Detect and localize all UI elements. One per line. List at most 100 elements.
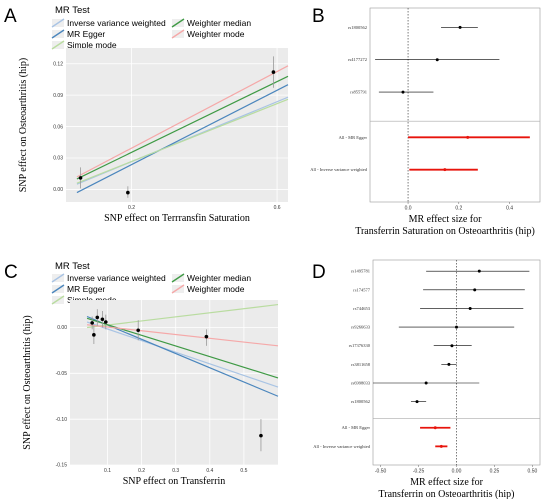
data-point: [136, 328, 140, 333]
row-label: rs1495781: [351, 269, 370, 274]
regression-line: [76, 84, 289, 194]
legend-item-mr-egger: MR Egger: [51, 284, 105, 294]
x-tick-label: 0.50: [528, 469, 538, 475]
snp-estimate: [447, 362, 451, 366]
snp-estimate: [468, 306, 472, 310]
x-tick-label: 0.1: [104, 468, 111, 474]
summary-estimate: [443, 168, 447, 172]
snp-estimate: [450, 344, 454, 348]
scatter-plot-a: 0.00 0.03 0.06 0.09 0.12 0.2 0.6 SNP effect on …: [18, 48, 289, 224]
x-tick-label: -0.25: [413, 469, 425, 475]
x-tick-label: 0.6: [274, 205, 281, 211]
y-tick-label: 0.09: [53, 93, 63, 99]
legend-item-weighted-mode: Weighter mode: [171, 29, 245, 39]
panel-letter-d: D: [312, 262, 326, 283]
x-tick-label: 0.00: [452, 469, 462, 475]
legend-label: Simple mode: [67, 40, 117, 50]
plot-background: [70, 300, 278, 465]
y-tick-label: -0.05: [56, 371, 68, 377]
y-tick-label: 0.00: [53, 187, 63, 193]
legend-c: MR Test Inverse variance weighted MR Egg…: [51, 261, 251, 305]
x-axis-title: SNP effect on Transferrin: [123, 476, 226, 487]
data-point: [78, 176, 83, 180]
x-axis-title: SNP effect on Terrransfin Saturation: [104, 213, 250, 224]
plot-frame: [369, 7, 541, 203]
regression-line: [76, 65, 289, 178]
legend-label: MR Egger: [67, 29, 105, 39]
panel-letter-c: C: [4, 262, 18, 283]
y-tick-label: 0.03: [53, 156, 63, 162]
panel-letter-b: B: [312, 6, 325, 27]
legend-title: MR Test: [55, 261, 90, 272]
legend-item-ivw: Inverse variance weighted: [51, 273, 166, 283]
regression-line: [86, 321, 279, 388]
row-label: rs4177272: [348, 57, 367, 62]
legend-title: MR Test: [55, 5, 90, 16]
legend-item-ivw: Inverse variance weighted: [51, 18, 166, 28]
legend-label: Weighter mode: [187, 284, 245, 294]
row-label: All - Inverse variance weighted: [313, 444, 370, 449]
x-tick-label: 0.5: [240, 468, 247, 474]
x-axis-title: Transferrin on Osteoarthritis (hip): [379, 489, 515, 499]
legend-label: Inverse variance weighted: [67, 273, 166, 283]
data-point: [204, 334, 209, 339]
x-tick-label: 0.0: [405, 206, 412, 212]
y-tick-label: 0.00: [57, 325, 67, 331]
row-label: rs17376330: [349, 343, 371, 348]
row-label: All - MR Egger: [342, 425, 371, 430]
x-tick-label: -0.50: [375, 469, 387, 475]
x-axis-title: MR effect size for: [410, 477, 484, 488]
legend-a: MR Test Inverse variance weighted MR Egg…: [51, 5, 251, 50]
panel-letter-a: A: [4, 6, 17, 27]
regression-line: [76, 75, 289, 180]
data-point: [100, 317, 105, 322]
legend-label: Inverse variance weighted: [67, 18, 166, 28]
row-label: rs1800562: [348, 25, 367, 30]
summary-estimate: [466, 135, 470, 139]
data-point: [90, 321, 94, 325]
y-axis-title: SNP effect on Osteoarthritis (hip): [22, 315, 33, 449]
data-point: [126, 190, 130, 195]
regression-line: [86, 315, 279, 397]
legend-item-weighted-mode: Weighter mode: [171, 284, 245, 294]
plot-background: [66, 48, 288, 202]
regression-line: [76, 98, 289, 184]
x-tick-label: 0.2: [455, 206, 462, 212]
row-label: rs855791: [350, 90, 367, 95]
snp-estimate: [473, 288, 477, 292]
regression-line: [86, 324, 279, 347]
snp-estimate: [401, 90, 405, 94]
regression-line: [86, 303, 279, 329]
legend-label: MR Egger: [67, 284, 105, 294]
legend-item-weighted-median: Weighter median: [171, 273, 251, 283]
data-point: [104, 320, 108, 324]
summary-estimate: [433, 426, 437, 430]
snp-estimate: [455, 325, 458, 329]
forest-plot-d: rs1495781 rs174577 rs744653 rs9266633 rs1737…: [313, 259, 541, 499]
row-label: rs9266633: [351, 325, 371, 330]
legend-item-weighted-median: Weighter median: [171, 18, 251, 28]
summary-estimate: [439, 444, 443, 448]
legend-item-mr-egger: MR Egger: [51, 29, 105, 39]
row-label: rs6998033: [351, 381, 371, 386]
x-axis-title: MR effect size for: [409, 214, 483, 225]
x-tick-label: 0.2: [138, 468, 145, 474]
legend-label: Weighter mode: [187, 29, 245, 39]
snp-estimate: [435, 58, 439, 62]
snp-estimate: [458, 25, 462, 29]
row-label: rs1800562: [351, 399, 370, 404]
y-tick-label: -0.15: [56, 463, 68, 469]
data-point: [92, 333, 96, 337]
y-tick-label: -0.10: [56, 417, 68, 423]
forest-plot-b: rs1800562 rs4177272 rs855791 All - MR Egger…: [310, 7, 541, 237]
x-tick-label: 0.4: [506, 206, 513, 212]
data-point: [259, 433, 263, 438]
legend-label: Weighter median: [187, 273, 251, 283]
snp-estimate: [477, 269, 481, 273]
snp-estimate: [415, 400, 419, 404]
scatter-plot-c: 0.00 -0.05 -0.10 -0.15 0.1 0.2 0.3 0.4 0.5 SNP ef…: [22, 300, 279, 487]
x-tick-label: 0.3: [172, 468, 179, 474]
x-tick-label: 0.2: [128, 205, 135, 211]
y-tick-label: 0.06: [53, 124, 63, 130]
